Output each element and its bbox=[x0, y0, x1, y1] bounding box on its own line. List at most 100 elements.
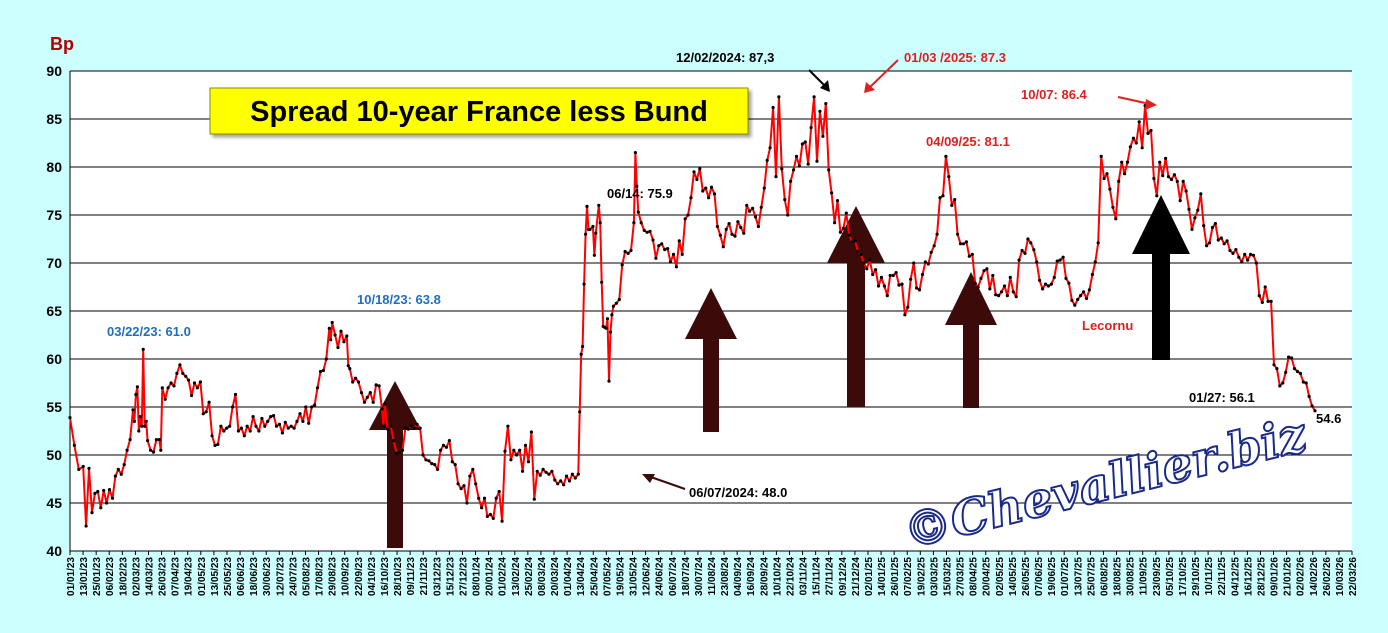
data-point bbox=[336, 345, 340, 350]
y-tick-label: 75 bbox=[46, 207, 62, 223]
data-point bbox=[521, 469, 525, 473]
arrow-5 bbox=[1132, 195, 1190, 360]
data-point bbox=[550, 469, 554, 473]
x-tick-label: 02/05/25 bbox=[995, 557, 1006, 596]
data-point bbox=[614, 301, 618, 305]
x-tick-label: 06/07/24 bbox=[668, 557, 679, 596]
data-point bbox=[535, 469, 539, 473]
x-tick-label: 08/01/24 bbox=[472, 557, 483, 596]
data-point bbox=[689, 196, 693, 200]
data-point bbox=[1140, 146, 1144, 150]
data-point bbox=[263, 424, 267, 428]
x-tick-label: 10/03/26 bbox=[1335, 557, 1346, 596]
annotation-0614: 06/14: 75.9 bbox=[607, 186, 673, 201]
data-point bbox=[172, 384, 176, 388]
data-point bbox=[178, 363, 182, 367]
x-tick-label: 01/02/24 bbox=[498, 557, 509, 596]
data-point bbox=[751, 206, 755, 210]
data-point bbox=[529, 430, 534, 434]
data-point bbox=[739, 225, 743, 230]
data-point bbox=[149, 448, 153, 452]
data-point bbox=[418, 426, 422, 430]
x-tick-label: 12/07/23 bbox=[275, 557, 286, 596]
data-point bbox=[588, 227, 592, 231]
data-point bbox=[280, 431, 284, 435]
x-tick-label: 04/09/24 bbox=[733, 557, 744, 596]
data-point bbox=[523, 443, 528, 447]
x-tick-label: 05/10/25 bbox=[1165, 557, 1176, 596]
data-point bbox=[929, 250, 933, 254]
data-point bbox=[806, 162, 810, 166]
data-point bbox=[654, 256, 658, 260]
data-point bbox=[756, 224, 761, 229]
data-point bbox=[695, 177, 699, 182]
data-point bbox=[879, 275, 884, 279]
data-point bbox=[862, 261, 866, 265]
data-point bbox=[99, 506, 103, 510]
data-point bbox=[576, 472, 580, 476]
data-point bbox=[783, 198, 787, 202]
data-point bbox=[753, 215, 758, 219]
data-point bbox=[704, 186, 708, 190]
x-tick-label: 16/12/25 bbox=[1243, 557, 1254, 596]
data-point bbox=[348, 367, 352, 371]
data-point bbox=[1164, 156, 1168, 160]
x-tick-label: 21/12/24 bbox=[851, 557, 862, 596]
data-point bbox=[562, 483, 566, 487]
data-point bbox=[1219, 236, 1223, 240]
data-point bbox=[321, 368, 325, 373]
x-tick-label: 01/05/23 bbox=[197, 557, 208, 596]
data-point bbox=[1108, 187, 1112, 191]
data-point bbox=[677, 239, 681, 243]
data-point bbox=[1310, 404, 1314, 408]
data-point bbox=[1193, 216, 1197, 220]
data-point bbox=[1263, 285, 1267, 289]
data-point bbox=[436, 467, 440, 471]
x-tick-label: 30/08/25 bbox=[1126, 557, 1137, 596]
data-point bbox=[909, 277, 913, 281]
data-point bbox=[891, 273, 895, 278]
data-point bbox=[1125, 160, 1130, 164]
data-point bbox=[932, 244, 936, 248]
data-point bbox=[102, 488, 106, 493]
data-point bbox=[450, 460, 454, 464]
data-point bbox=[365, 395, 369, 399]
data-point bbox=[1043, 282, 1048, 286]
data-point bbox=[333, 333, 337, 337]
data-point bbox=[68, 416, 72, 420]
x-tick-label: 26/05/25 bbox=[1021, 557, 1032, 596]
x-tick-label: 22/03/26 bbox=[1348, 557, 1359, 596]
data-point bbox=[392, 439, 396, 443]
data-point bbox=[359, 391, 364, 395]
x-tick-label: 17/08/23 bbox=[315, 557, 326, 596]
data-point bbox=[874, 268, 878, 272]
data-point bbox=[242, 434, 246, 438]
y-tick-label: 70 bbox=[46, 255, 62, 271]
data-point bbox=[491, 516, 495, 521]
data-point bbox=[967, 254, 971, 258]
data-point bbox=[1181, 179, 1185, 183]
data-point bbox=[87, 466, 91, 470]
data-point bbox=[724, 227, 728, 231]
data-point bbox=[1225, 239, 1229, 243]
data-point bbox=[938, 196, 942, 200]
data-point bbox=[1243, 252, 1247, 256]
data-point bbox=[166, 386, 170, 390]
data-point bbox=[1284, 370, 1288, 374]
x-tick-label: 10/09/23 bbox=[341, 557, 352, 596]
data-point bbox=[330, 320, 334, 325]
data-point bbox=[1178, 199, 1182, 203]
data-point bbox=[762, 186, 766, 190]
data-point bbox=[488, 512, 492, 517]
x-tick-label: 28/09/24 bbox=[759, 557, 770, 596]
data-point bbox=[1205, 244, 1209, 248]
x-tick-label: 22/09/23 bbox=[354, 557, 365, 596]
data-point bbox=[482, 496, 487, 500]
data-point bbox=[926, 262, 930, 266]
data-point bbox=[298, 412, 302, 416]
data-point bbox=[313, 403, 317, 407]
x-tick-label: 19/02/25 bbox=[916, 557, 927, 596]
data-point bbox=[1002, 284, 1007, 288]
data-point bbox=[128, 438, 132, 442]
x-tick-label: 27/12/23 bbox=[458, 557, 469, 596]
